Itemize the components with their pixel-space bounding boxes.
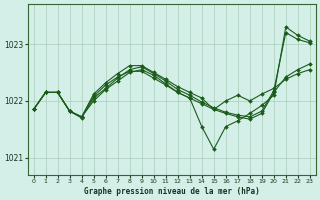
X-axis label: Graphe pression niveau de la mer (hPa): Graphe pression niveau de la mer (hPa) bbox=[84, 187, 260, 196]
